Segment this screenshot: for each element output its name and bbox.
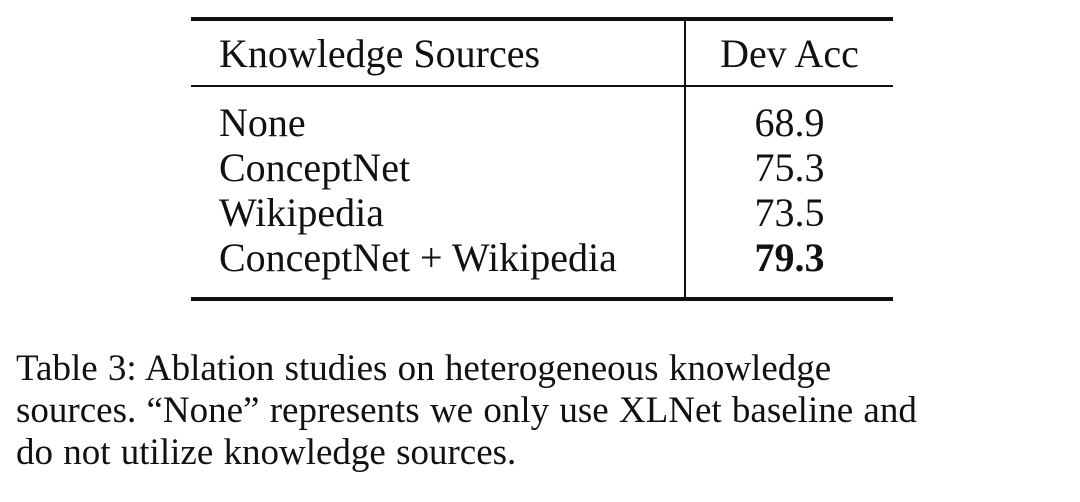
row-dev-acc: 68.9 xyxy=(754,100,825,145)
row-source: ConceptNet + Wikipedia xyxy=(191,238,686,297)
table-row: ConceptNet 75.3 xyxy=(191,148,893,193)
table-header-rule xyxy=(191,85,893,87)
row-dev-acc: 73.5 xyxy=(754,190,825,235)
header-knowledge-sources: Knowledge Sources xyxy=(191,21,686,85)
header-dev-acc: Dev Acc xyxy=(720,31,859,76)
row-dev-acc: 75.3 xyxy=(754,145,825,190)
table-row: ConceptNet + Wikipedia 79.3 xyxy=(191,238,893,297)
caption-line-1: Table 3: Ablation studies on heterogeneo… xyxy=(16,348,832,389)
caption-line-2: sources. “None” represents we only use X… xyxy=(16,390,917,431)
row-source: ConceptNet xyxy=(191,148,686,193)
table-caption: Table 3: Ablation studies on heterogeneo… xyxy=(16,348,1064,474)
table-row: None 68.9 xyxy=(191,87,893,148)
table-bottom-rule xyxy=(191,297,893,301)
ablation-table: Knowledge Sources Dev Acc xyxy=(191,21,893,85)
row-source: Wikipedia xyxy=(191,193,686,238)
table-header-row: Knowledge Sources Dev Acc xyxy=(191,21,893,85)
caption-line-3: do not utilize knowledge sources. xyxy=(16,432,517,473)
table-row: Wikipedia 73.5 xyxy=(191,193,893,238)
results-table-container: Knowledge Sources Dev Acc None 68.9 Conc… xyxy=(191,17,893,301)
table-top-rule xyxy=(191,17,893,21)
row-dev-acc-best: 79.3 xyxy=(754,235,825,280)
row-source: None xyxy=(191,87,686,148)
ablation-table-body: None 68.9 ConceptNet 75.3 Wikipedia 73.5… xyxy=(191,87,893,297)
